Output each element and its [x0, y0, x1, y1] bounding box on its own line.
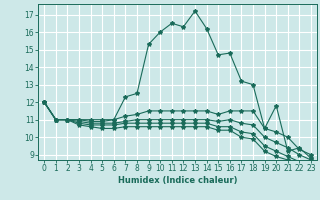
X-axis label: Humidex (Indice chaleur): Humidex (Indice chaleur) [118, 176, 237, 185]
